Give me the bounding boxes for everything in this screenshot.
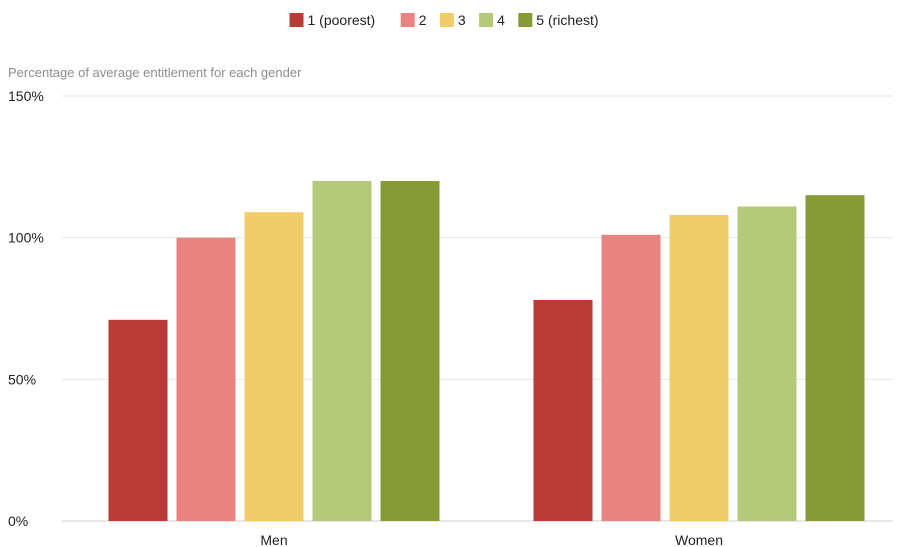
- x-category-label-men: Men: [260, 532, 287, 547]
- legend-swatch: [439, 13, 454, 27]
- bar-women-series-4: [737, 206, 797, 521]
- x-axis-labels: Men Women: [260, 532, 723, 547]
- bar-women-series-2: [601, 234, 661, 522]
- bar-women-series-3: [669, 215, 729, 521]
- bars: [108, 181, 865, 522]
- x-category-label-women: Women: [675, 532, 723, 547]
- legend-label: 1 (poorest): [308, 12, 376, 28]
- y-axis-title: Percentage of average entitlement for ea…: [8, 65, 302, 80]
- y-tick-label: 0%: [8, 513, 28, 529]
- y-tick-label: 150%: [8, 88, 44, 104]
- legend-label: 2: [419, 12, 427, 28]
- bar-women-series-5: [805, 195, 865, 521]
- legend-label: 3: [458, 12, 466, 28]
- legend-label: 5 (richest): [536, 12, 598, 28]
- bar-men-series-1: [108, 319, 168, 521]
- legend-swatch: [479, 13, 494, 27]
- legend-swatch: [518, 13, 533, 27]
- legend-label: 4: [497, 12, 505, 28]
- bar-men-series-3: [244, 212, 304, 521]
- bar-men-series-2: [176, 237, 236, 521]
- legend: 1 (poorest) 2 3 4 5 (richest): [289, 12, 599, 28]
- legend-swatch: [400, 13, 415, 27]
- bar-men-series-5: [380, 181, 440, 521]
- legend-swatch: [289, 13, 304, 27]
- y-tick-label: 50%: [8, 371, 36, 387]
- y-tick-label: 100%: [8, 230, 44, 246]
- y-axis-ticks: 0% 50% 100% 150%: [8, 88, 44, 529]
- bar-men-series-4: [312, 181, 372, 521]
- bar-women-series-1: [533, 300, 593, 521]
